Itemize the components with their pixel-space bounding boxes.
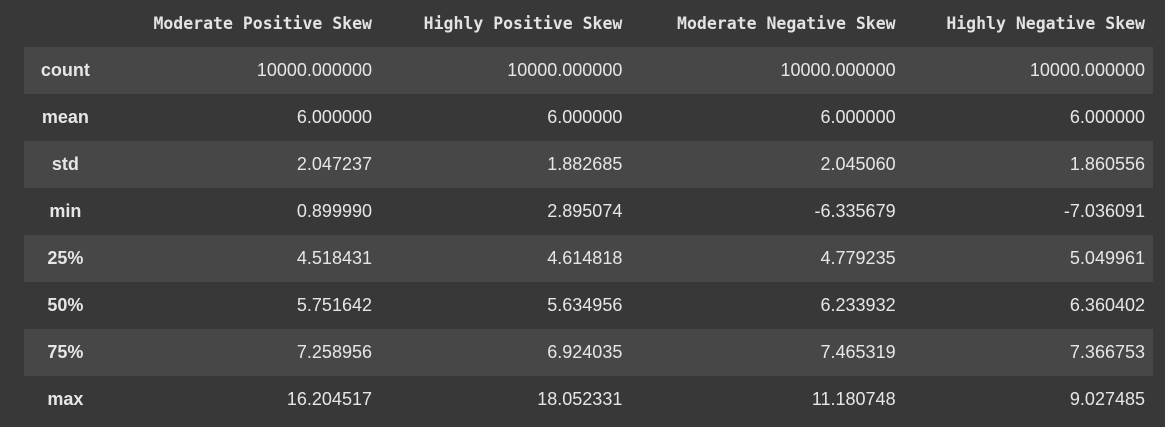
table-cell: 4.779235 [820, 248, 896, 268]
table-cell: 6.233932 [820, 295, 896, 315]
row-label: 75% [47, 342, 84, 362]
table-cell: 2.047237 [296, 154, 372, 174]
row-label: count [40, 60, 90, 80]
table-row: count 10000.000000 10000.000000 10000.00… [24, 47, 1153, 94]
table-cell: 11.180748 [811, 389, 896, 409]
table-header-row: Moderate Positive Skew Highly Positive S… [24, 0, 1153, 47]
table-cell: 7.366753 [1069, 342, 1145, 362]
table-row: min 0.899990 2.895074 -6.335679 -7.03609… [24, 188, 1153, 235]
index-header-corner [24, 0, 107, 47]
table-cell: 16.204517 [286, 389, 372, 409]
table-cell: 1.882685 [547, 154, 623, 174]
row-label: 25% [47, 248, 84, 268]
table-cell: 4.614818 [547, 248, 623, 268]
table-cell: 10000.000000 [1029, 60, 1145, 80]
table-cell: -7.036091 [1063, 201, 1145, 221]
column-header: Highly Negative Skew [946, 14, 1145, 33]
table-cell: 5.634956 [547, 295, 623, 315]
table-cell: 10000.000000 [780, 60, 896, 80]
row-label: max [47, 389, 84, 409]
row-label: std [51, 154, 79, 174]
table-cell: 5.049961 [1069, 248, 1145, 268]
table-cell: 7.465319 [820, 342, 896, 362]
table-cell: 6.924035 [547, 342, 623, 362]
table-cell: 5.751642 [296, 295, 372, 315]
column-header: Moderate Positive Skew [153, 14, 372, 33]
row-label: 50% [47, 295, 84, 315]
table-cell: 4.518431 [296, 248, 372, 268]
table-cell: 6.000000 [547, 107, 623, 127]
row-label: mean [41, 107, 89, 127]
table-row: std 2.047237 1.882685 2.045060 1.860556 [24, 141, 1153, 188]
table-cell: 7.258956 [296, 342, 372, 362]
table-cell: 18.052331 [537, 389, 623, 409]
table-cell: -6.335679 [814, 201, 896, 221]
table-row: 50% 5.751642 5.634956 6.233932 6.360402 [24, 282, 1153, 329]
table-cell: 9.027485 [1069, 389, 1145, 409]
table-cell: 1.860556 [1069, 154, 1145, 174]
column-header: Moderate Negative Skew [677, 14, 896, 33]
table-cell: 6.360402 [1069, 295, 1145, 315]
row-label: min [49, 201, 82, 221]
table-cell: 6.000000 [296, 107, 372, 127]
table-cell: 2.895074 [547, 201, 623, 221]
table-cell: 10000.000000 [256, 60, 372, 80]
table-row: mean 6.000000 6.000000 6.000000 6.000000 [24, 94, 1153, 141]
table-row: max 16.204517 18.052331 11.180748 9.0274… [24, 376, 1153, 423]
table-row: 75% 7.258956 6.924035 7.465319 7.366753 [24, 329, 1153, 376]
table-row: 25% 4.518431 4.614818 4.779235 5.049961 [24, 235, 1153, 282]
table-cell: 2.045060 [820, 154, 896, 174]
table-cell: 6.000000 [820, 107, 896, 127]
describe-dataframe-table: Moderate Positive Skew Highly Positive S… [24, 0, 1153, 423]
table-cell: 6.000000 [1069, 107, 1145, 127]
column-header: Highly Positive Skew [423, 14, 623, 33]
table-cell: 10000.000000 [507, 60, 623, 80]
table-cell: 0.899990 [296, 201, 372, 221]
